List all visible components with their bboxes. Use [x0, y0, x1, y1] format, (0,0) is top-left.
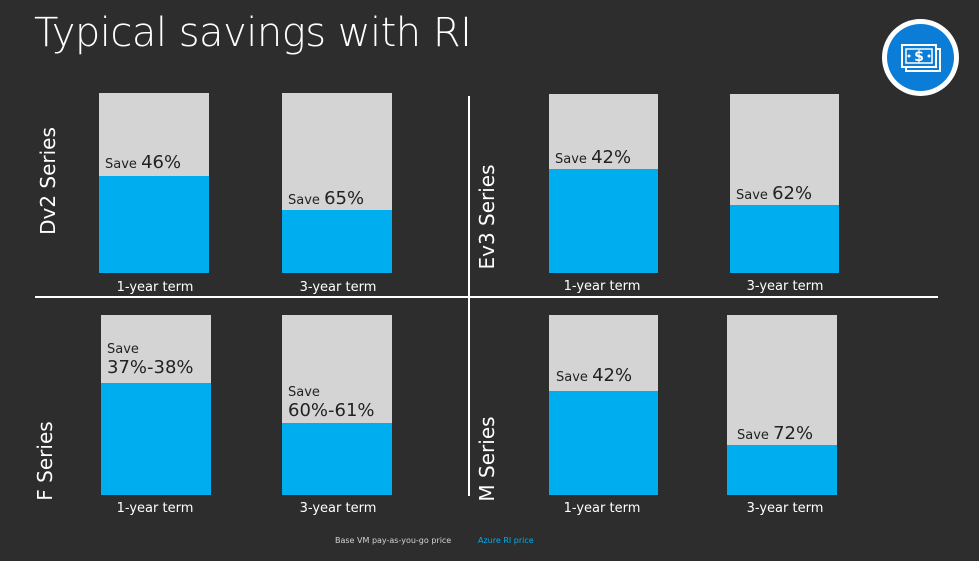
save-label: Save 37%-38%: [107, 342, 194, 378]
save-label: Save 46%: [105, 152, 182, 173]
term-label: 3-year term: [746, 501, 824, 516]
ri-fill: [730, 204, 839, 273]
save-label: Save 42%: [556, 365, 633, 386]
bar-f-3yr: Save 60%-61%: [282, 315, 392, 495]
save-label: Save 60%-61%: [288, 385, 375, 421]
svg-text:$: $: [914, 49, 924, 65]
legend-ri: Azure RI price: [478, 536, 534, 545]
ri-fill: [99, 175, 209, 273]
bar-m-1yr: Save 42%: [549, 315, 658, 495]
series-label-m: M Series: [475, 416, 499, 502]
bar-f-1yr: Save 37%-38%: [101, 315, 211, 495]
term-label: 1-year term: [116, 280, 194, 295]
save-label: Save 65%: [288, 188, 365, 209]
term-label: 3-year term: [299, 501, 377, 516]
horizontal-divider: [35, 296, 938, 298]
page-title: Typical savings with RI: [34, 10, 472, 56]
ri-fill: [282, 423, 392, 495]
savings-badge: $: [882, 19, 959, 96]
bar-ev3-1yr: Save 42%: [549, 94, 658, 273]
bar-ev3-3yr: Save 62%: [730, 94, 839, 273]
term-label: 1-year term: [563, 501, 641, 516]
ri-fill: [549, 169, 658, 273]
ri-fill: [282, 210, 392, 273]
term-label: 3-year term: [299, 280, 377, 295]
bar-dv2-1yr: Save 46%: [99, 93, 209, 273]
series-label-ev3: Ev3 Series: [475, 164, 499, 270]
save-label: Save 72%: [737, 423, 814, 444]
ri-fill: [549, 390, 658, 495]
term-label: 1-year term: [116, 501, 194, 516]
series-label-f: F Series: [33, 421, 57, 501]
money-bill-icon: $: [901, 44, 941, 72]
ri-fill: [101, 383, 211, 495]
ri-fill: [727, 444, 837, 495]
legend-base: Base VM pay-as-you-go price: [335, 536, 452, 545]
series-label-dv2: Dv2 Series: [36, 127, 60, 235]
bar-dv2-3yr: Save 65%: [282, 93, 392, 273]
bar-m-3yr: Save 72%: [727, 315, 837, 495]
save-label: Save 62%: [736, 183, 813, 204]
term-label: 1-year term: [563, 279, 641, 294]
term-label: 3-year term: [746, 279, 824, 294]
save-label: Save 42%: [555, 147, 632, 168]
